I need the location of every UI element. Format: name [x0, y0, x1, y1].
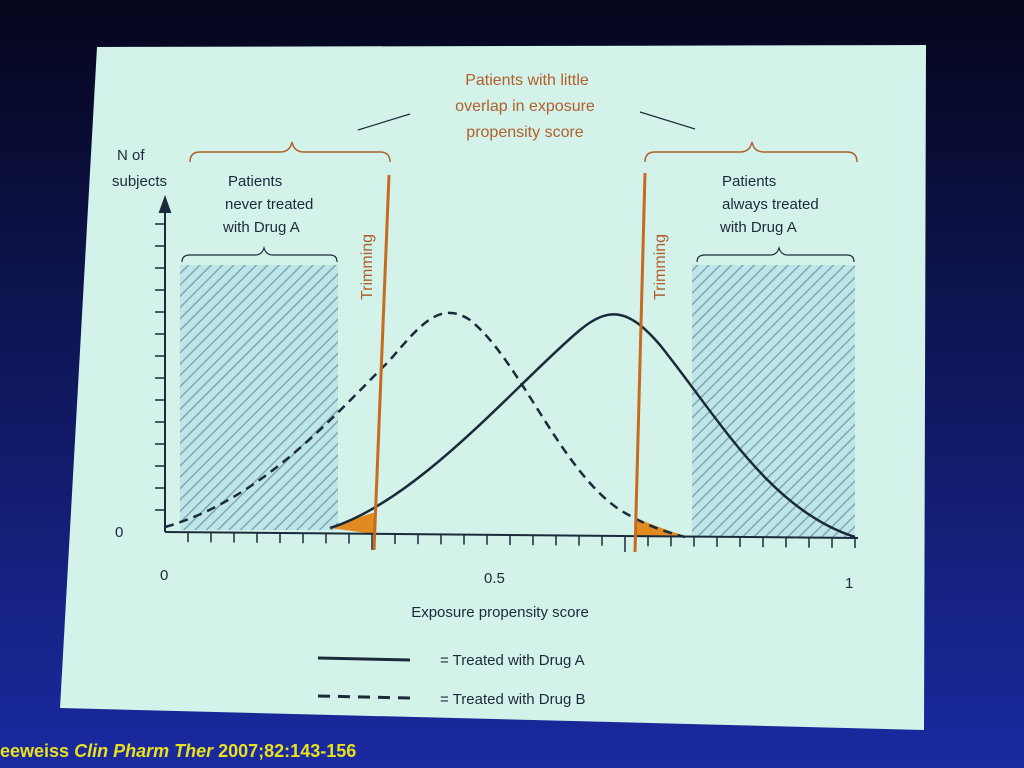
hatched-region [692, 265, 855, 537]
annotation: Patients with little [465, 72, 589, 89]
y-zero: 0 [115, 524, 123, 541]
legend-label: = Treated with Drug B [440, 691, 586, 708]
annotation: overlap in exposure [455, 98, 595, 115]
trimming-line [633, 172, 647, 553]
citation-author: eeweiss [0, 741, 69, 761]
tick-marks [155, 223, 856, 552]
x-axis-label: Exposure propensity score [411, 604, 589, 621]
citation-journal: Clin Pharm Ther [74, 741, 214, 761]
x-tick-label: 0 [160, 567, 168, 584]
x-tick-label: 0.5 [484, 570, 505, 587]
citation: eeweiss Clin Pharm Ther 2007;82:143-156 [0, 741, 356, 761]
annotation: propensity score [466, 124, 583, 141]
group-label: Patients [722, 173, 776, 190]
braces [189, 141, 858, 163]
legend-line [317, 656, 411, 662]
legend-line [317, 694, 411, 700]
group-label: always treated [722, 196, 819, 213]
braces [181, 111, 855, 263]
y-axis-label: N of [117, 147, 145, 164]
trimmed-area [635, 518, 685, 536]
trimmed-area [330, 512, 376, 534]
x-tick-label: 1 [845, 575, 853, 592]
group-label: never treated [225, 196, 313, 213]
hatched-region [180, 265, 338, 530]
group-label: Patients [228, 173, 282, 190]
trimming-label: Trimming [652, 234, 669, 300]
trimming-line [372, 174, 391, 551]
legend-label: = Treated with Drug A [440, 652, 585, 669]
curve-drug-b [164, 311, 686, 539]
curve-drug-a [329, 313, 856, 539]
group-label: with Drug A [222, 219, 300, 236]
citation-ref: 2007;82:143-156 [218, 741, 356, 761]
slide [60, 45, 926, 730]
trimming-label: Trimming [359, 234, 376, 300]
group-label: with Drug A [719, 219, 797, 236]
y-axis-label: subjects [112, 173, 167, 190]
